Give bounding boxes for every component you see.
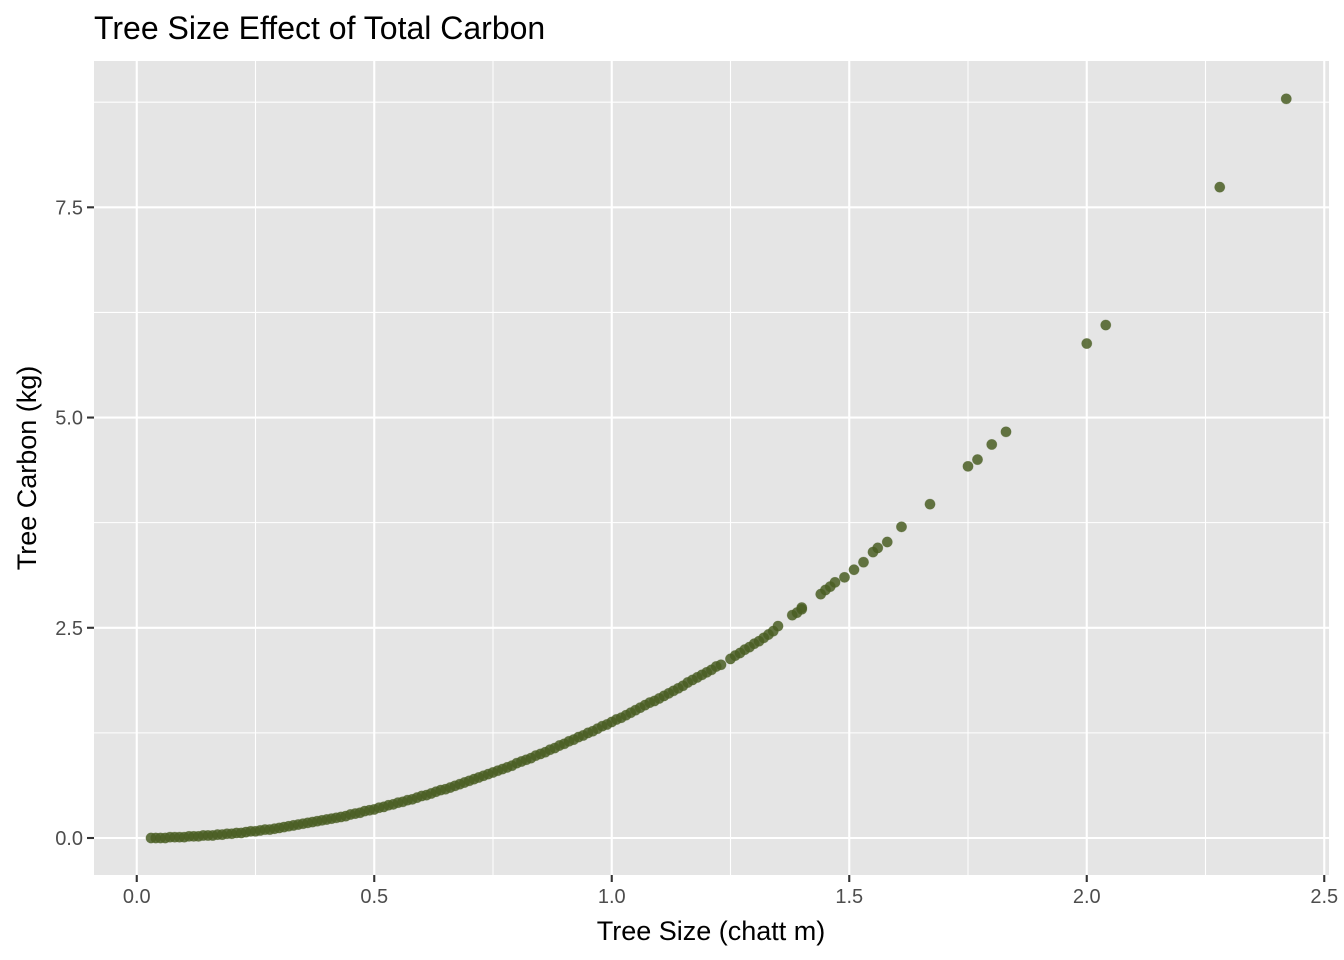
x-tick-label: 1.0	[598, 886, 626, 908]
data-point	[1280, 93, 1292, 105]
data-point	[971, 454, 983, 466]
x-tick-label: 0.5	[360, 886, 388, 908]
x-tick-label: 2.0	[1073, 886, 1101, 908]
x-tick-label: 2.5	[1310, 886, 1338, 908]
y-tick-label: 0.0	[55, 828, 83, 850]
x-tick-label: 0.0	[123, 886, 151, 908]
data-point	[772, 620, 784, 632]
data-point	[872, 542, 884, 554]
y-tick-label: 2.5	[55, 618, 83, 640]
y-tick-label: 7.5	[55, 197, 83, 219]
x-axis-title: Tree Size (chatt m)	[597, 916, 826, 946]
axes: 0.0 0.5 1.0 1.5 2.0 2.5 0.0 2.5 5.0 7.5	[55, 197, 1338, 908]
data-point	[1100, 319, 1112, 331]
data-point	[881, 536, 893, 548]
data-point	[986, 438, 998, 450]
data-point	[1000, 426, 1012, 438]
data-point	[924, 498, 936, 510]
grid-lines	[94, 61, 1329, 875]
data-point	[838, 571, 850, 583]
data-point	[715, 659, 727, 671]
y-tick-label: 5.0	[55, 408, 83, 430]
data-point	[796, 602, 808, 614]
data-point	[829, 576, 841, 588]
data-point	[962, 460, 974, 472]
data-point	[848, 564, 860, 576]
data-point	[895, 521, 907, 533]
data-point	[1214, 181, 1226, 193]
chart-title: Tree Size Effect of Total Carbon	[94, 10, 545, 46]
data-points	[145, 93, 1292, 844]
y-axis-title: Tree Carbon (kg)	[12, 366, 42, 571]
x-tick-label: 1.5	[835, 886, 863, 908]
data-point	[1081, 338, 1093, 350]
data-point	[857, 556, 869, 568]
plot-panel	[94, 61, 1329, 875]
